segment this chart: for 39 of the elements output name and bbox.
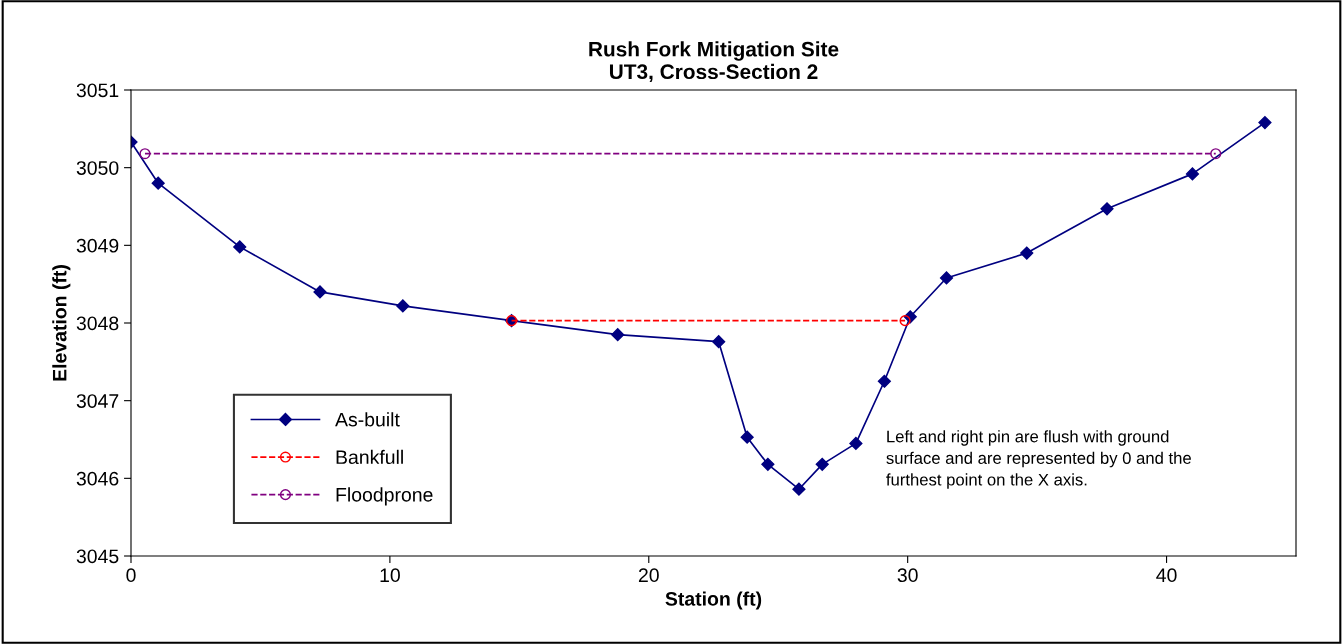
point: [712, 335, 726, 349]
point: [396, 299, 410, 313]
y-tick-label: 3051: [76, 83, 119, 98]
y-tick-label: 3048: [76, 316, 119, 331]
point: [1210, 148, 1222, 160]
legend-label: Floodprone: [336, 487, 433, 506]
point: [313, 285, 327, 299]
x-tick-label: 0: [126, 568, 136, 583]
x-tick-label: 40: [1156, 568, 1177, 583]
y-axis-title: Elevation (ft): [52, 265, 71, 381]
point: [611, 328, 625, 342]
legend-label: As-built: [335, 412, 400, 427]
x-tick-label: 30: [897, 568, 918, 583]
point: [899, 315, 911, 327]
point: [939, 271, 954, 285]
legend-label: Bankfull: [336, 449, 403, 465]
point: [849, 436, 863, 450]
x-tick-label: 10: [380, 568, 400, 583]
x-axis-title: Station (ft): [665, 591, 762, 610]
point: [761, 457, 775, 471]
point: [1020, 246, 1034, 260]
point: [151, 176, 165, 190]
x-tick-label: 20: [638, 568, 659, 583]
point: [1185, 167, 1200, 181]
y-tick-label: 3047: [76, 394, 119, 408]
y-tick-label: 3050: [76, 161, 119, 175]
y-tick-label: 3049: [76, 238, 119, 253]
y-tick-label: 3045: [76, 549, 119, 564]
point: [1100, 202, 1114, 216]
y-tick-label: 3046: [76, 471, 119, 486]
point: [233, 240, 247, 254]
annotation: Left and right pin are flush with ground surface and are represented by 0 and the furthest point on the X axis.: [886, 430, 1191, 489]
point: [1258, 116, 1272, 130]
chart-title: Rush Fork Mitigation Site UT3, Cross-Section 2: [589, 41, 839, 83]
point: [792, 482, 806, 496]
point: [740, 430, 754, 444]
point: [815, 457, 829, 471]
point: [877, 374, 891, 388]
point: [139, 148, 151, 160]
